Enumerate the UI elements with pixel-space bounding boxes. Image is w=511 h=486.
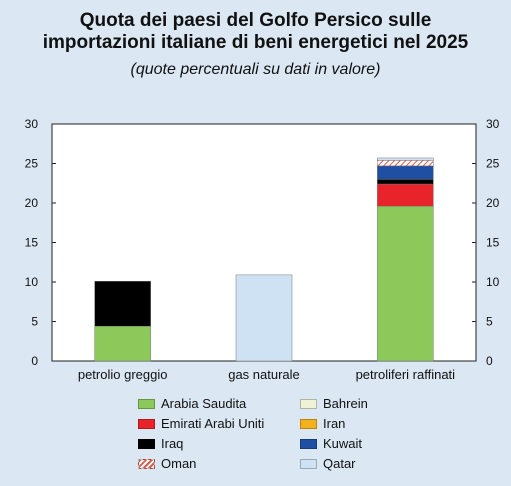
legend-swatch <box>300 458 317 469</box>
legend-label: Arabia Saudita <box>161 396 247 411</box>
y-tick-label-left: 15 <box>25 236 39 250</box>
y-tick-label-left: 5 <box>31 315 38 329</box>
y-tick-label-right: 10 <box>486 275 500 289</box>
legend-label: Qatar <box>323 456 356 471</box>
legend-swatch <box>138 418 155 429</box>
y-tick-label-left: 30 <box>25 117 39 131</box>
chart-subtitle: (quote percentuali su dati in valore) <box>130 61 381 78</box>
x-category-label: petroliferi raffinati <box>356 367 456 382</box>
bar-segment-arabia-saudita <box>94 325 151 362</box>
chart-title: Quota dei paesi del Golfo Persico sulle … <box>0 10 511 54</box>
x-category-label: petrolio greggio <box>78 367 168 382</box>
chart-title-line1: Quota dei paesi del Golfo Persico sulle <box>79 10 432 31</box>
bar-segment-iraq <box>377 179 434 185</box>
y-tick-label-left: 0 <box>31 354 38 368</box>
chart-title-line2: importazioni italiane di beni energetici… <box>42 32 469 53</box>
bar-segment-iraq <box>94 280 151 327</box>
legend-item: Arabia Saudita <box>138 396 246 411</box>
bar-segment-arabia-saudita <box>377 205 434 362</box>
bar-segment-kuwait <box>377 165 434 180</box>
y-tick-label-left: 20 <box>25 196 39 210</box>
legend-label: Oman <box>161 456 197 471</box>
legend-item: Bahrein <box>300 396 368 411</box>
y-tick-label-right: 0 <box>486 354 493 368</box>
legend-swatch <box>300 398 317 409</box>
legend-label: Kuwait <box>323 436 363 451</box>
y-tick-label-right: 30 <box>486 117 500 131</box>
y-tick-label-right: 20 <box>486 196 500 210</box>
legend-label: Emirati Arabi Uniti <box>161 416 265 431</box>
legend-item: Qatar <box>300 456 356 471</box>
legend-label: Iraq <box>161 436 184 451</box>
bar-segment-oman <box>377 160 434 167</box>
legend-item: Oman <box>138 456 196 471</box>
legend-item: Iran <box>300 416 345 431</box>
y-tick-label-right: 15 <box>486 236 500 250</box>
legend-swatch <box>138 458 155 469</box>
legend-swatch <box>300 438 317 449</box>
y-tick-label-right: 25 <box>486 157 500 171</box>
legend-item: Emirati Arabi Uniti <box>138 416 264 431</box>
legend-label: Iran <box>323 416 346 431</box>
legend-swatch <box>138 398 155 409</box>
legend-label: Bahrein <box>323 396 368 411</box>
legend-item: Kuwait <box>300 436 362 451</box>
legend-swatch <box>138 438 155 449</box>
x-category-label: gas naturale <box>228 367 300 382</box>
bar-segment-qatar <box>377 157 434 161</box>
bar-segment-qatar <box>235 274 293 362</box>
bar-segment-emirati-arabi-uniti <box>377 183 434 207</box>
y-tick-label-right: 5 <box>486 315 493 329</box>
legend-item: Iraq <box>138 436 183 451</box>
y-tick-label-left: 25 <box>25 157 39 171</box>
y-tick-label-left: 10 <box>25 275 39 289</box>
legend-swatch <box>300 418 317 429</box>
